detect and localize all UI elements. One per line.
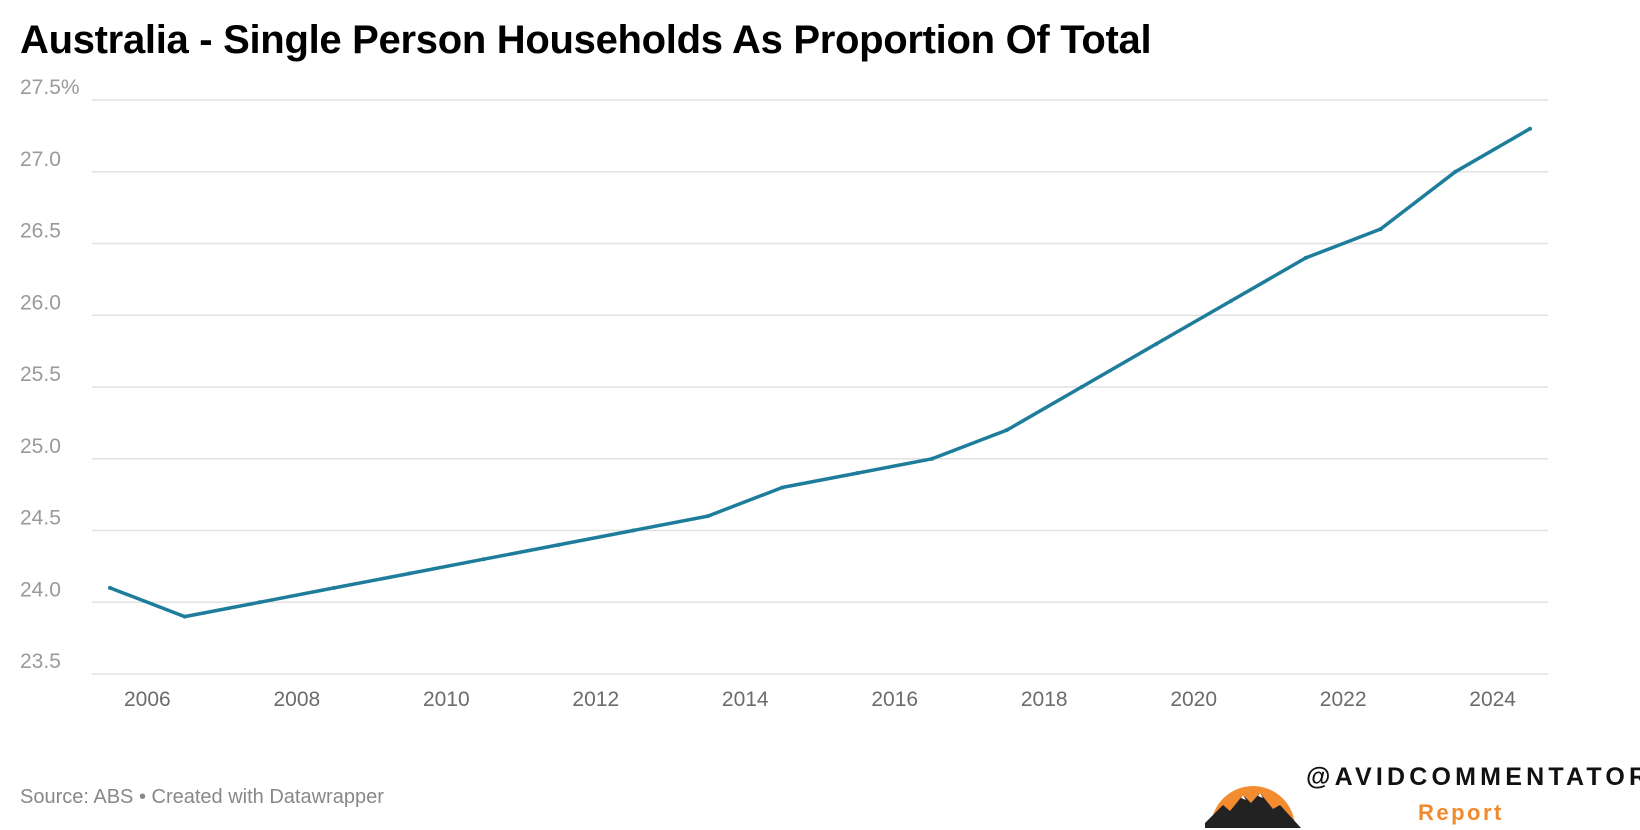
series-layer bbox=[108, 126, 1532, 619]
x-tick-label: 2024 bbox=[1469, 688, 1516, 711]
x-axis-ticks: 2006 2008 2010 2012 2014 2016 2018 2020 2022 2024 bbox=[124, 688, 1516, 711]
y-tick-label: 25.5 bbox=[20, 363, 61, 386]
chart-title: Australia - Single Person Households As … bbox=[20, 18, 1152, 62]
x-tick-label: 2006 bbox=[124, 688, 171, 711]
y-tick-label: 24.5 bbox=[20, 507, 61, 530]
data-point bbox=[257, 600, 262, 605]
data-point bbox=[481, 557, 486, 562]
x-tick-label: 2010 bbox=[423, 688, 470, 711]
series-line bbox=[108, 126, 1532, 619]
data-point bbox=[1229, 298, 1234, 303]
y-tick-label: 27.0 bbox=[20, 148, 61, 171]
y-tick-label: 24.0 bbox=[20, 578, 61, 601]
brand-subtitle: Report bbox=[1418, 800, 1504, 825]
data-point bbox=[1453, 169, 1458, 174]
data-point bbox=[1154, 341, 1159, 346]
data-point bbox=[1528, 126, 1532, 131]
data-point bbox=[705, 514, 710, 519]
brand-handle: @AVIDCOMMENTATOR bbox=[1306, 763, 1640, 791]
x-tick-label: 2020 bbox=[1170, 688, 1217, 711]
y-tick-label: 27.5% bbox=[20, 76, 80, 99]
gridlines bbox=[92, 99, 1548, 675]
data-point bbox=[182, 614, 187, 619]
data-point bbox=[1079, 385, 1084, 389]
source-note: Source: ABS • Created with Datawrapper bbox=[20, 786, 384, 808]
data-point bbox=[930, 456, 935, 461]
data-point bbox=[855, 471, 860, 476]
x-tick-label: 2016 bbox=[871, 688, 918, 711]
x-tick-label: 2014 bbox=[722, 688, 769, 711]
x-tick-label: 2012 bbox=[572, 688, 619, 711]
y-tick-label: 26.0 bbox=[20, 291, 61, 314]
data-point bbox=[332, 585, 337, 590]
data-point bbox=[108, 585, 112, 590]
data-point bbox=[1378, 227, 1383, 232]
data-point bbox=[780, 485, 785, 490]
data-point bbox=[631, 528, 636, 533]
x-tick-label: 2018 bbox=[1021, 688, 1068, 711]
y-axis-ticks: 23.5 24.0 24.5 25.0 25.5 26.0 26.5 27.0 27.5% bbox=[20, 76, 80, 673]
x-tick-label: 2008 bbox=[273, 688, 320, 711]
data-point bbox=[1004, 428, 1009, 433]
data-point bbox=[556, 542, 561, 547]
x-tick-label: 2022 bbox=[1320, 688, 1367, 711]
brand-logo bbox=[1205, 786, 1301, 828]
data-point bbox=[406, 571, 411, 576]
y-tick-label: 26.5 bbox=[20, 220, 61, 243]
mountain-icon bbox=[1205, 793, 1301, 828]
y-tick-label: 23.5 bbox=[20, 650, 61, 673]
data-point bbox=[1303, 255, 1308, 260]
y-tick-label: 25.0 bbox=[20, 435, 61, 458]
